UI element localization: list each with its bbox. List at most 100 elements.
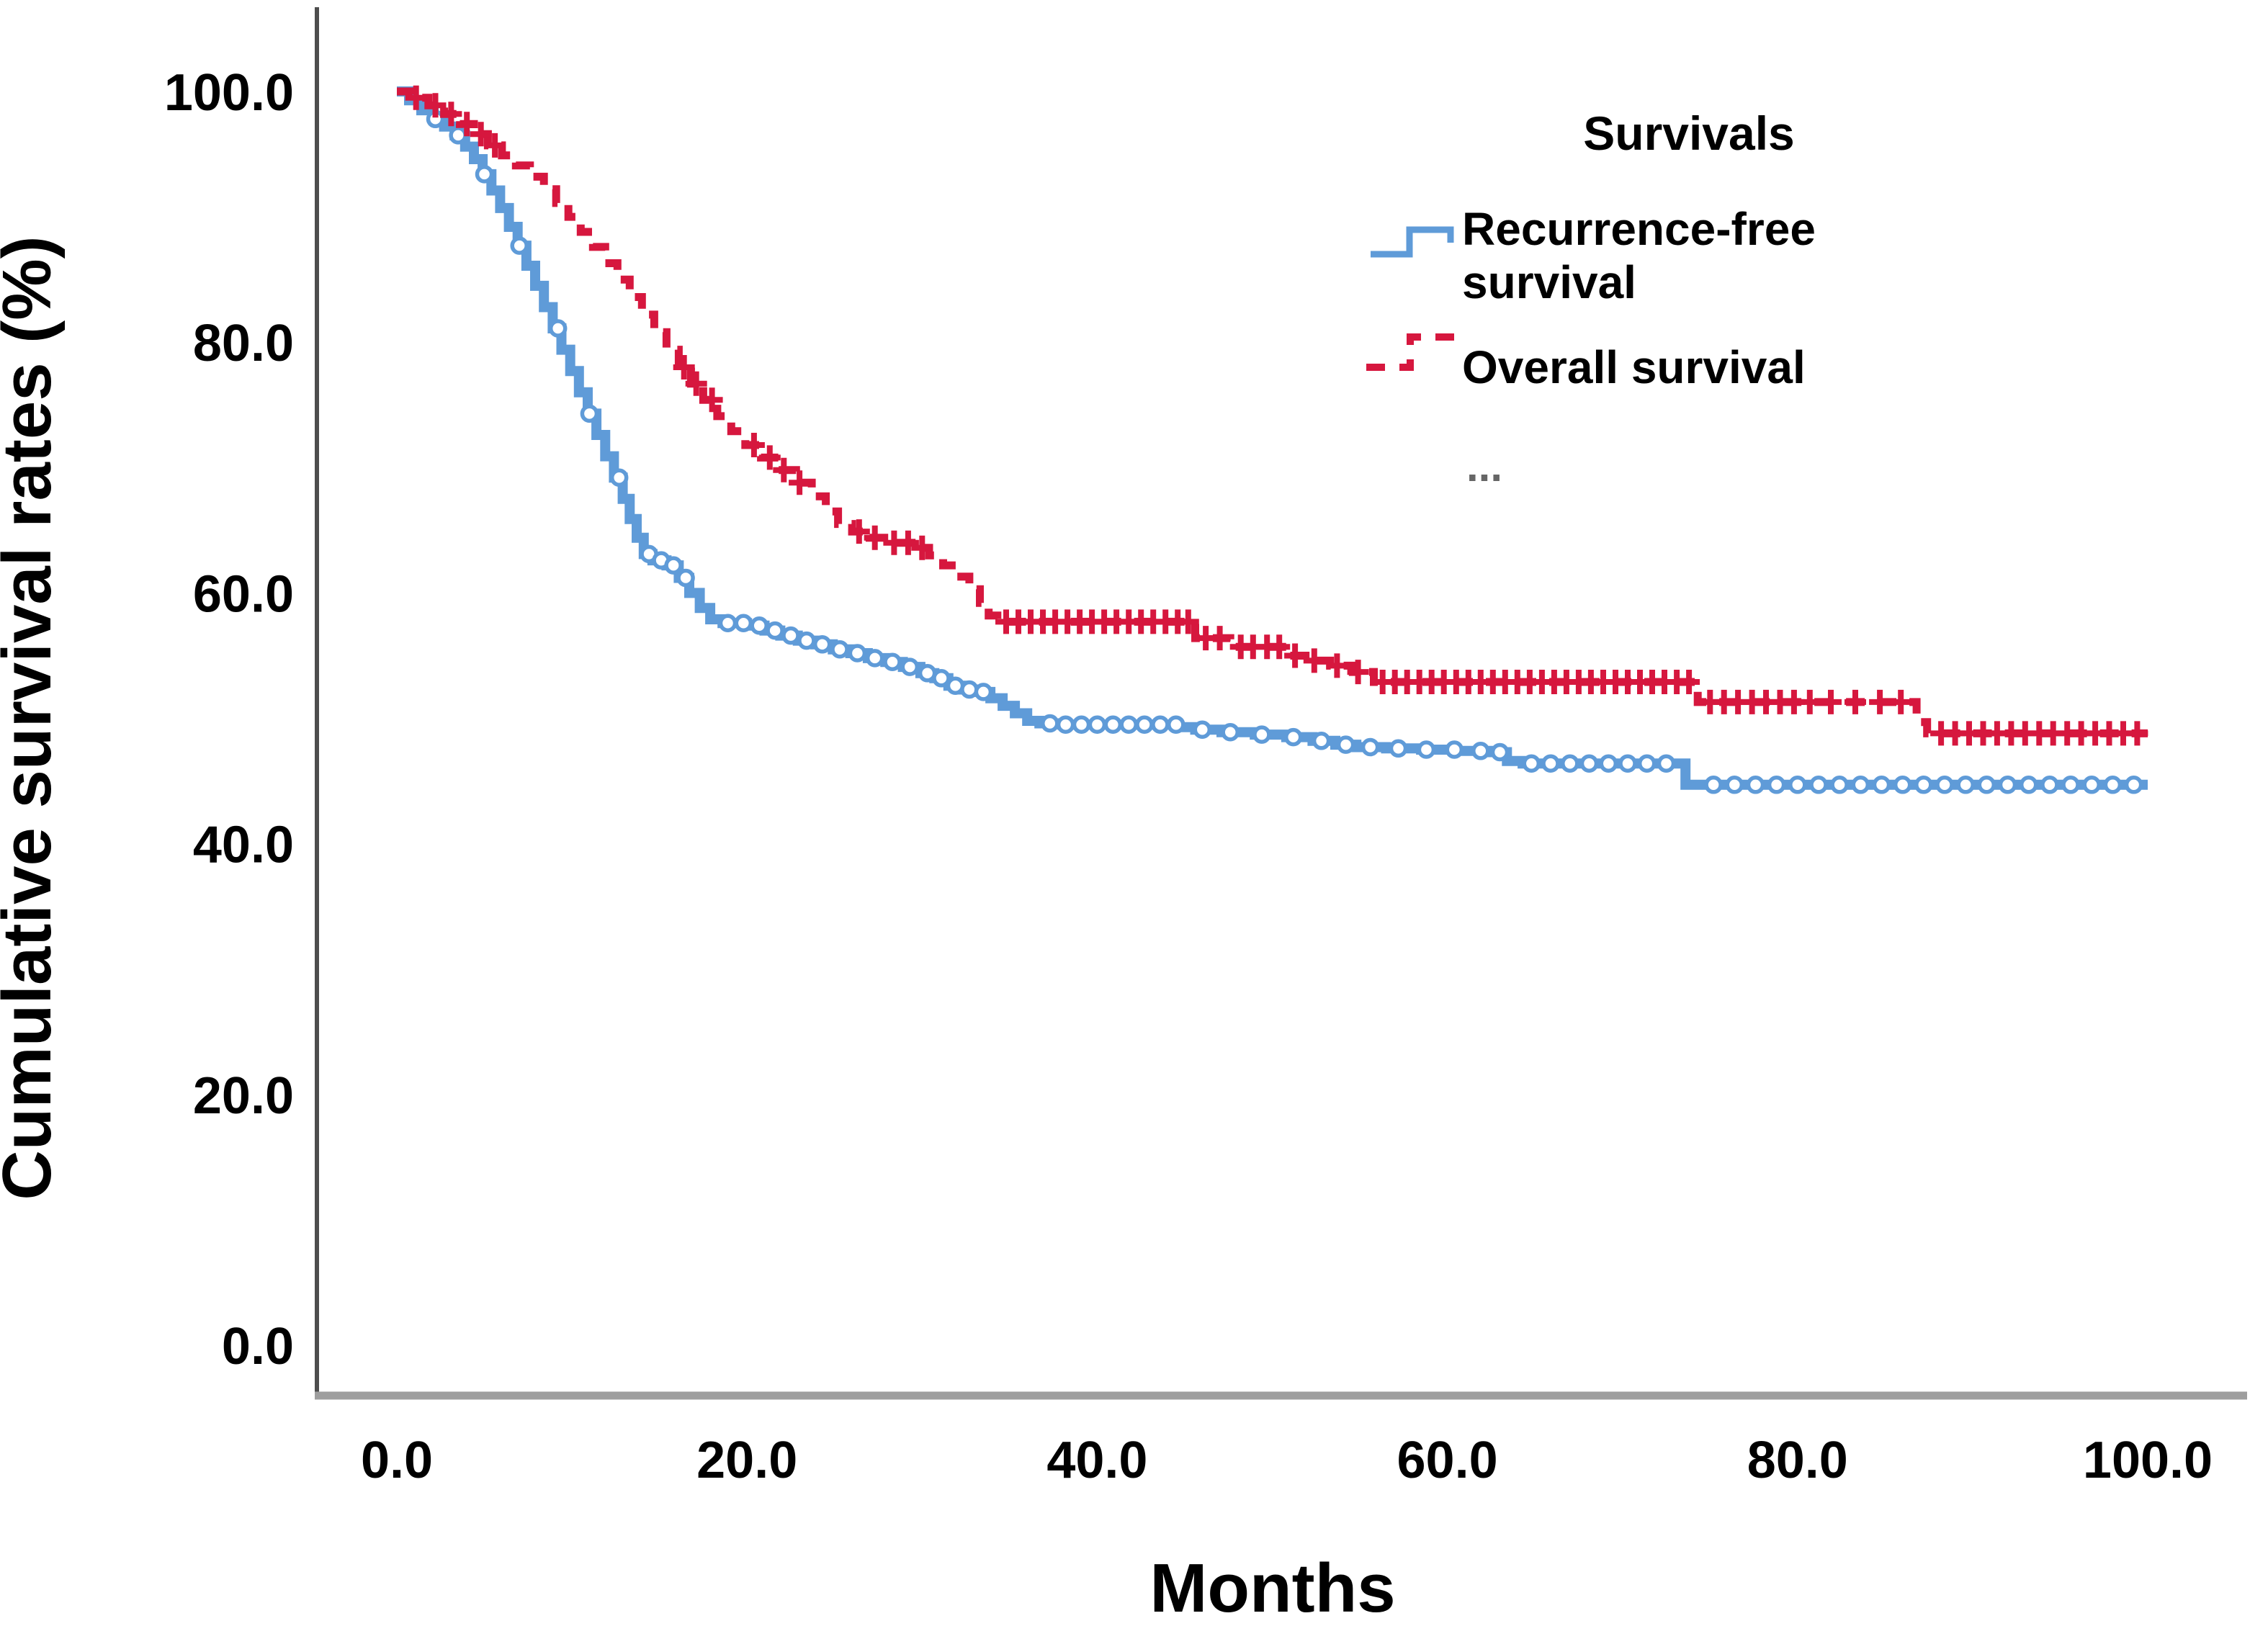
x-tick-label: 60.0: [1397, 1432, 1498, 1489]
censor-circle-icon: [960, 680, 979, 699]
censor-circle-icon: [1088, 715, 1107, 734]
censor-circle-icon: [1167, 715, 1185, 734]
censor-plus-icon: [1820, 689, 1842, 714]
legend-more-indicator: ...: [1466, 442, 1502, 490]
censor-circle-icon: [1541, 754, 1560, 773]
censor-circle-icon: [1119, 715, 1138, 734]
censor-circle-icon: [664, 556, 683, 575]
legend-title: Survivals: [1583, 107, 1795, 160]
censor-circle-icon: [1561, 754, 1579, 773]
censor-circle-icon: [1618, 754, 1637, 773]
censor-plus-icon: [1845, 689, 1866, 714]
x-tick-label: 80.0: [1747, 1432, 1848, 1489]
censor-circle-icon: [1389, 739, 1408, 758]
censor-plus-icon: [897, 530, 919, 555]
censor-circle-icon: [1977, 776, 1996, 794]
censor-plus-icon: [484, 133, 506, 158]
censor-plus-icon: [864, 525, 886, 550]
censor-circle-icon: [1445, 740, 1464, 759]
censor-circle-icon: [1657, 754, 1676, 773]
censor-circle-icon: [1417, 740, 1436, 759]
censor-plus-icon: [2126, 721, 2148, 746]
censor-plus-icon: [848, 519, 870, 544]
censor-circle-icon: [797, 631, 816, 650]
y-tick-label: 0.0: [222, 1318, 294, 1375]
censor-plus-icon: [743, 433, 765, 457]
censor-circle-icon: [1872, 776, 1891, 794]
x-tick-label: 100.0: [2083, 1432, 2213, 1489]
censor-circle-icon: [1193, 720, 1212, 739]
censor-circle-icon: [848, 644, 867, 663]
x-axis-tick-labels: 0.0 20.0 40.0 60.0 80.0 100.0: [361, 1432, 2213, 1489]
censor-plus-icon: [1209, 626, 1231, 651]
censor-circle-icon: [676, 568, 695, 588]
censor-circle-icon: [932, 669, 951, 688]
censor-plus-icon: [424, 93, 447, 118]
censor-circle-icon: [1579, 754, 1599, 773]
censor-circle-icon: [1072, 715, 1091, 734]
recurrence-free-censor-marks: [426, 109, 2143, 794]
y-tick-label: 20.0: [193, 1067, 294, 1125]
censor-plus-icon: [1890, 689, 1912, 714]
censor-circle-icon: [781, 626, 800, 645]
censor-circle-icon: [1998, 776, 2017, 794]
censor-circle-icon: [510, 236, 529, 255]
censor-plus-icon: [470, 122, 492, 147]
overall-censor-marks: [405, 85, 2148, 746]
legend-label-recurrence-free-line1: Recurrence-free: [1462, 203, 1816, 255]
censor-circle-icon: [974, 683, 993, 701]
censor-circle-icon: [1956, 776, 1975, 794]
censor-plus-icon: [440, 102, 462, 127]
censor-circle-icon: [1851, 776, 1870, 794]
censor-circle-icon: [1788, 776, 1807, 794]
censor-circle-icon: [865, 649, 884, 668]
censor-circle-icon: [883, 652, 902, 671]
censor-circle-icon: [1809, 776, 1828, 794]
censor-circle-icon: [718, 614, 738, 632]
censor-plus-icon: [1347, 660, 1369, 685]
censor-circle-icon: [830, 639, 849, 659]
legend-label-overall-survival: Overall survival: [1462, 341, 1806, 393]
censor-plus-icon: [1303, 648, 1325, 673]
censor-plus-icon: [405, 85, 427, 110]
y-tick-label: 60.0: [193, 565, 294, 623]
censor-circle-icon: [2124, 776, 2143, 794]
censor-circle-icon: [1490, 742, 1510, 762]
censor-circle-icon: [2061, 776, 2080, 794]
censor-circle-icon: [812, 635, 832, 654]
censor-circle-icon: [1041, 714, 1059, 733]
y-tick-label: 80.0: [193, 315, 294, 372]
censor-circle-icon: [2019, 776, 2038, 794]
legend-symbol-recurrence-free-step-line-icon: [1371, 226, 1454, 258]
censor-circle-icon: [766, 621, 784, 640]
censor-circle-icon: [1746, 776, 1765, 794]
censor-plus-icon: [685, 371, 707, 396]
censor-plus-icon: [1869, 689, 1891, 714]
censor-circle-icon: [609, 468, 629, 487]
censor-circle-icon: [1283, 727, 1303, 747]
censor-circle-icon: [734, 614, 753, 632]
censor-plus-icon: [789, 470, 811, 495]
censor-plus-icon: [456, 112, 478, 137]
censor-circle-icon: [1725, 776, 1744, 794]
censor-circle-icon: [1471, 742, 1490, 760]
censor-circle-icon: [1135, 715, 1154, 734]
x-tick-label: 20.0: [696, 1432, 797, 1489]
x-tick-label: 0.0: [361, 1432, 433, 1489]
series-layer: [397, 85, 2148, 794]
censor-plus-icon: [911, 535, 933, 560]
censor-plus-icon: [1177, 609, 1199, 634]
censor-circle-icon: [1361, 737, 1380, 757]
legend: Survivals Recurrence-free survival Overa…: [1366, 107, 1816, 490]
censor-plus-icon: [1326, 653, 1348, 678]
censor-circle-icon: [2082, 776, 2101, 794]
censor-plus-icon: [1798, 689, 1821, 714]
censor-circle-icon: [1056, 715, 1075, 734]
censor-plus-icon: [1284, 643, 1306, 668]
censor-circle-icon: [1914, 776, 1933, 794]
legend-label-recurrence-free-line2: survival: [1462, 256, 1636, 308]
censor-circle-icon: [900, 657, 920, 676]
y-axis-title: Cumulative survival rates (%): [0, 235, 66, 1200]
